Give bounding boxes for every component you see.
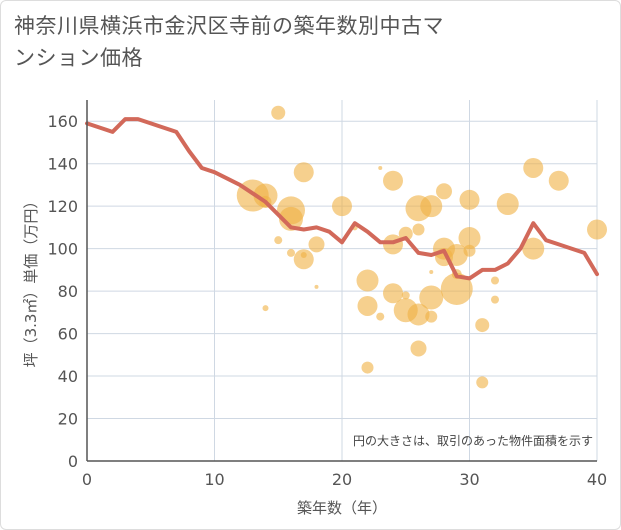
data-point bbox=[440, 272, 473, 305]
data-point bbox=[458, 227, 481, 250]
data-point bbox=[523, 157, 544, 178]
average-price-line bbox=[85, 117, 599, 281]
data-point bbox=[361, 361, 374, 374]
data-point bbox=[475, 318, 490, 333]
y-tick-label: 80 bbox=[58, 282, 78, 301]
data-point bbox=[314, 284, 319, 289]
data-point bbox=[383, 170, 403, 191]
x-tick-label: 10 bbox=[204, 470, 224, 489]
data-point bbox=[357, 295, 378, 316]
y-tick-label: 160 bbox=[47, 112, 78, 131]
data-point bbox=[401, 291, 410, 300]
y-axis-label: 坪（3.3㎡）単価（万円） bbox=[22, 194, 40, 368]
bubble-size-note: 円の大きさは、取引のあった物件面積を示す bbox=[353, 433, 593, 448]
data-point bbox=[274, 236, 283, 245]
data-point bbox=[407, 303, 430, 326]
x-tick-label: 20 bbox=[332, 470, 352, 489]
data-point bbox=[356, 269, 379, 292]
average-line-series bbox=[85, 117, 599, 281]
y-tick-label: 140 bbox=[47, 155, 78, 174]
x-tick-label: 0 bbox=[82, 470, 92, 489]
data-point bbox=[332, 196, 352, 217]
data-point bbox=[420, 195, 443, 218]
data-point bbox=[463, 244, 476, 257]
data-point bbox=[271, 105, 286, 120]
y-tick-label: 120 bbox=[47, 197, 78, 216]
y-tick-label: 60 bbox=[58, 325, 78, 344]
data-point bbox=[412, 223, 425, 236]
data-point bbox=[262, 305, 269, 312]
data-point bbox=[425, 310, 438, 323]
y-tick-label: 40 bbox=[58, 367, 78, 386]
data-point bbox=[253, 183, 278, 208]
data-point bbox=[548, 170, 569, 191]
data-point bbox=[293, 249, 314, 270]
x-tick-label: 40 bbox=[587, 470, 607, 489]
y-tick-label: 0 bbox=[68, 452, 78, 471]
x-axis-label: 築年数（年） bbox=[297, 499, 387, 517]
data-point bbox=[476, 376, 489, 389]
data-point bbox=[445, 244, 468, 267]
data-point bbox=[419, 285, 444, 310]
data-point bbox=[587, 219, 607, 240]
data-point bbox=[287, 248, 295, 257]
data-point bbox=[378, 165, 383, 170]
axes: 0 10 20 30 40 0 20 40 60 80 100 120 140 160 bbox=[47, 100, 607, 489]
data-point bbox=[410, 340, 427, 357]
data-point bbox=[383, 283, 403, 304]
data-point bbox=[522, 237, 545, 260]
data-point bbox=[491, 276, 499, 285]
data-point bbox=[376, 312, 385, 321]
data-point bbox=[436, 183, 452, 200]
data-point bbox=[491, 295, 499, 304]
y-tick-label: 100 bbox=[47, 240, 78, 259]
data-point bbox=[459, 189, 480, 210]
chart-title: 神奈川県横浜市金沢区寺前の築年数別中古マンション価格 bbox=[14, 14, 444, 70]
data-point bbox=[300, 252, 307, 259]
data-point bbox=[293, 162, 314, 183]
y-tick-label: 20 bbox=[58, 410, 78, 429]
data-point bbox=[496, 193, 519, 216]
data-point bbox=[279, 206, 303, 231]
data-point bbox=[429, 270, 434, 275]
x-tick-label: 30 bbox=[459, 470, 479, 489]
data-point bbox=[308, 236, 325, 253]
